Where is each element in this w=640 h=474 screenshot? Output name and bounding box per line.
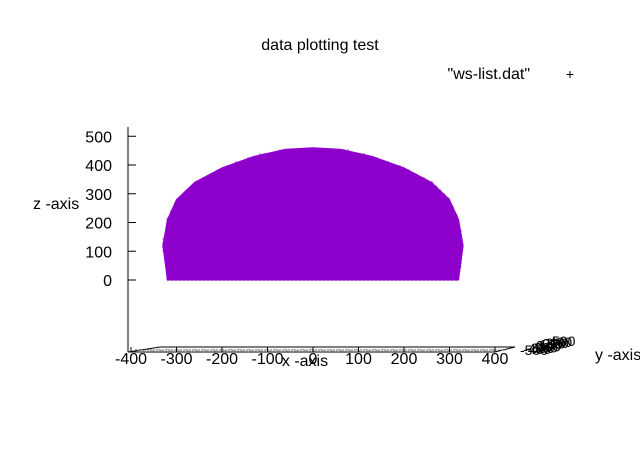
x-axis-label: x -axis xyxy=(282,353,328,370)
x-tick-label: -100 xyxy=(251,351,283,368)
z-tick-label: 500 xyxy=(85,129,112,146)
x-tick-label: 0 xyxy=(309,351,318,368)
chart-title: data plotting test xyxy=(261,37,379,54)
z-tick-label: 0 xyxy=(103,273,112,290)
legend-marker: + xyxy=(566,66,574,82)
z-axis-label: z -axis xyxy=(33,196,79,213)
y-tick-label: -200 xyxy=(530,339,558,355)
x-tick-group: -400 -300 -200 -100 0 100 200 300 400 xyxy=(115,347,508,368)
x-tick-label: 100 xyxy=(345,351,372,368)
x-tick-label: 200 xyxy=(391,351,418,368)
y-tick-label: -100 xyxy=(533,338,561,354)
data-point-markers xyxy=(162,149,462,281)
x-tick-label: -200 xyxy=(206,351,238,368)
x-tick-label: -400 xyxy=(115,351,147,368)
z-tick-label: 100 xyxy=(85,244,112,261)
y-tick-label: 200 xyxy=(542,336,566,352)
base-plane-outline xyxy=(127,346,516,353)
legend-entry: "ws-list.dat" xyxy=(448,66,530,83)
z-tick-label: 200 xyxy=(85,216,112,233)
y-tick-label: -500 xyxy=(520,342,548,358)
z-tick-label: 400 xyxy=(85,158,112,175)
y-tick-label: 400 xyxy=(549,334,573,350)
data-layer xyxy=(162,147,464,281)
z-tick-group: 500 400 300 200 100 0 xyxy=(85,129,136,290)
x-tick-label: 300 xyxy=(436,351,463,368)
y-tick-label: 100 xyxy=(539,337,563,353)
x-tick-label: -300 xyxy=(160,351,192,368)
x-tick-label: 400 xyxy=(482,351,509,368)
y-tick-label: -400 xyxy=(523,341,551,357)
y-tick-label: 500 xyxy=(552,333,576,349)
y-tick-label: -300 xyxy=(526,340,554,356)
base-plane xyxy=(127,346,516,353)
y-tick-label: 300 xyxy=(546,335,570,351)
y-tick-label: 0 xyxy=(536,338,544,354)
y-axis-label: y -axis xyxy=(595,347,640,364)
z-tick-label: 300 xyxy=(85,187,112,204)
